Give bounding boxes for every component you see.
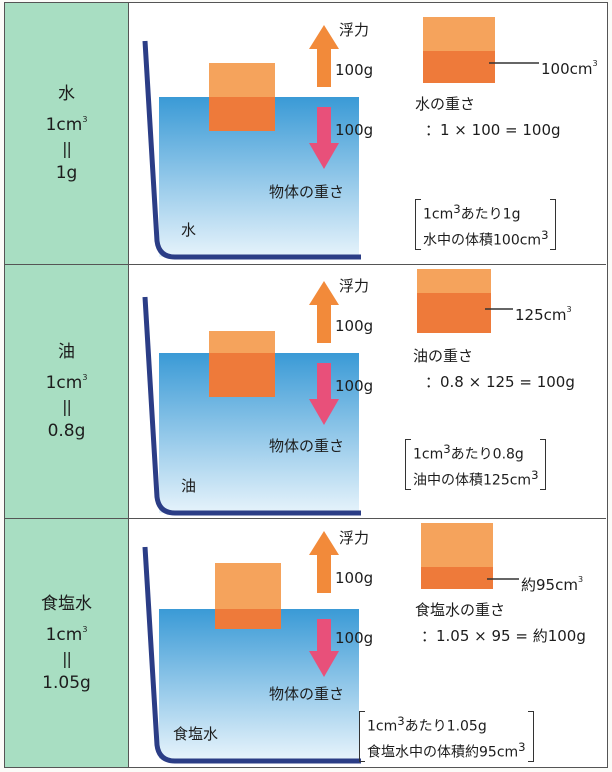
diagram-frame: 水 1cm3 || 1g (4, 2, 608, 768)
volume-block-light (423, 17, 495, 51)
arrow-up-icon (309, 531, 339, 593)
scene: 浮力 100g 100g 物体の重さ 水 100cm3 水の重さ ：1 × 10… (129, 3, 606, 264)
container (142, 546, 361, 764)
liquid-unit: 1cm3 (45, 373, 88, 393)
bracket-line-1: 1cm3あたり1.05g (367, 714, 487, 735)
scene: 浮力 100g 100g 物体の重さ 食塩水 約95cm3 食塩水の重さ ：1.… (129, 519, 606, 767)
liquid-density: 1g (55, 163, 78, 183)
container (142, 296, 361, 516)
row-label: 油 1cm3 || 0.8g (5, 265, 129, 518)
liquid-label: 油 (181, 477, 197, 495)
buoyancy-label: 浮力 (339, 277, 370, 295)
density-bracket: 1cm3あたり1g 水中の体積100cm3 (415, 197, 557, 252)
volume-block-dark (423, 51, 495, 83)
bracket-line-2: 油中の体積125cm3 (413, 467, 539, 489)
row-salt-water: 食塩水 1cm3 || 1.05g (5, 519, 606, 767)
weight-value: 100g (335, 377, 374, 395)
liquid-density: 1.05g (42, 672, 91, 693)
arrow-up-icon (309, 281, 339, 343)
equals-sign: || (62, 648, 72, 668)
buoyancy-label: 浮力 (339, 21, 370, 39)
liquid-name: 水 (58, 84, 75, 104)
volume-label: 125cm3 (515, 305, 572, 324)
scene-drawing (142, 17, 539, 260)
block-above (215, 563, 281, 609)
weight-label: 物体の重さ (269, 437, 345, 455)
arrow-down-icon (309, 363, 339, 425)
liquid-name: 油 (58, 342, 75, 362)
liquid-weight-title: 食塩水の重さ (415, 601, 506, 619)
arrow-down-icon (309, 619, 339, 677)
weight-value: 100g (335, 121, 374, 139)
volume-block-dark (417, 293, 491, 333)
scene-drawing (142, 269, 513, 516)
row-label: 水 1cm3 || 1g (5, 3, 129, 264)
bracket-line-2: 食塩水中の体積約95cm3 (367, 739, 526, 761)
block-above (209, 63, 275, 97)
scene-drawing (142, 523, 519, 764)
volume-label: 約95cm3 (521, 575, 584, 594)
volume-label: 100cm3 (541, 59, 598, 78)
bracket-line-2: 水中の体積100cm3 (423, 227, 549, 249)
block-submerged (215, 609, 281, 629)
row-oil: 油 1cm3 || 0.8g (5, 265, 606, 519)
liquid-weight-calc: ：0.8 × 125 = 100g (425, 373, 575, 391)
bracket-line-1: 1cm3あたり0.8g (413, 442, 524, 463)
weight-label: 物体の重さ (269, 685, 345, 703)
block-submerged (209, 97, 275, 131)
density-bracket: 1cm3あたり0.8g 油中の体積125cm3 (405, 437, 547, 492)
row-water: 水 1cm3 || 1g (5, 3, 606, 265)
equals-sign: || (62, 397, 72, 416)
liquid-weight-title: 水の重さ (415, 95, 476, 113)
liquid-unit: 1cm3 (45, 115, 88, 135)
buoyancy-value: 100g (335, 61, 374, 79)
buoyancy-label: 浮力 (339, 529, 370, 547)
volume-block-light (417, 269, 491, 293)
block-submerged (209, 353, 275, 397)
volume-block-light (421, 523, 493, 567)
liquid-label: 水 (181, 221, 197, 239)
liquid-density: 0.8g (47, 421, 86, 441)
scene: 浮力 100g 100g 物体の重さ 油 125cm3 油の重さ ：0.8 × … (129, 265, 606, 518)
row-label: 食塩水 1cm3 || 1.05g (5, 519, 129, 767)
weight-value: 100g (335, 629, 374, 647)
equals-sign: || (62, 139, 72, 158)
buoyancy-value: 100g (335, 317, 374, 335)
container (142, 40, 361, 260)
liquid-weight-calc: ：1 × 100 = 100g (425, 121, 561, 139)
block-above (209, 331, 275, 353)
liquid-unit: 1cm3 (45, 624, 88, 645)
weight-label: 物体の重さ (269, 183, 345, 201)
liquid-weight-title: 油の重さ (413, 347, 474, 365)
density-bracket: 1cm3あたり1.05g 食塩水中の体積約95cm3 (359, 709, 534, 764)
bracket-line-1: 1cm3あたり1g (423, 202, 521, 223)
buoyancy-value: 100g (335, 569, 374, 587)
arrow-down-icon (309, 107, 339, 169)
liquid-name: 食塩水 (41, 593, 92, 614)
arrow-up-icon (309, 25, 339, 87)
liquid-weight-calc: ：1.05 × 95 = 約100g (421, 627, 586, 645)
liquid-label: 食塩水 (173, 725, 219, 743)
volume-block-dark (421, 567, 493, 589)
